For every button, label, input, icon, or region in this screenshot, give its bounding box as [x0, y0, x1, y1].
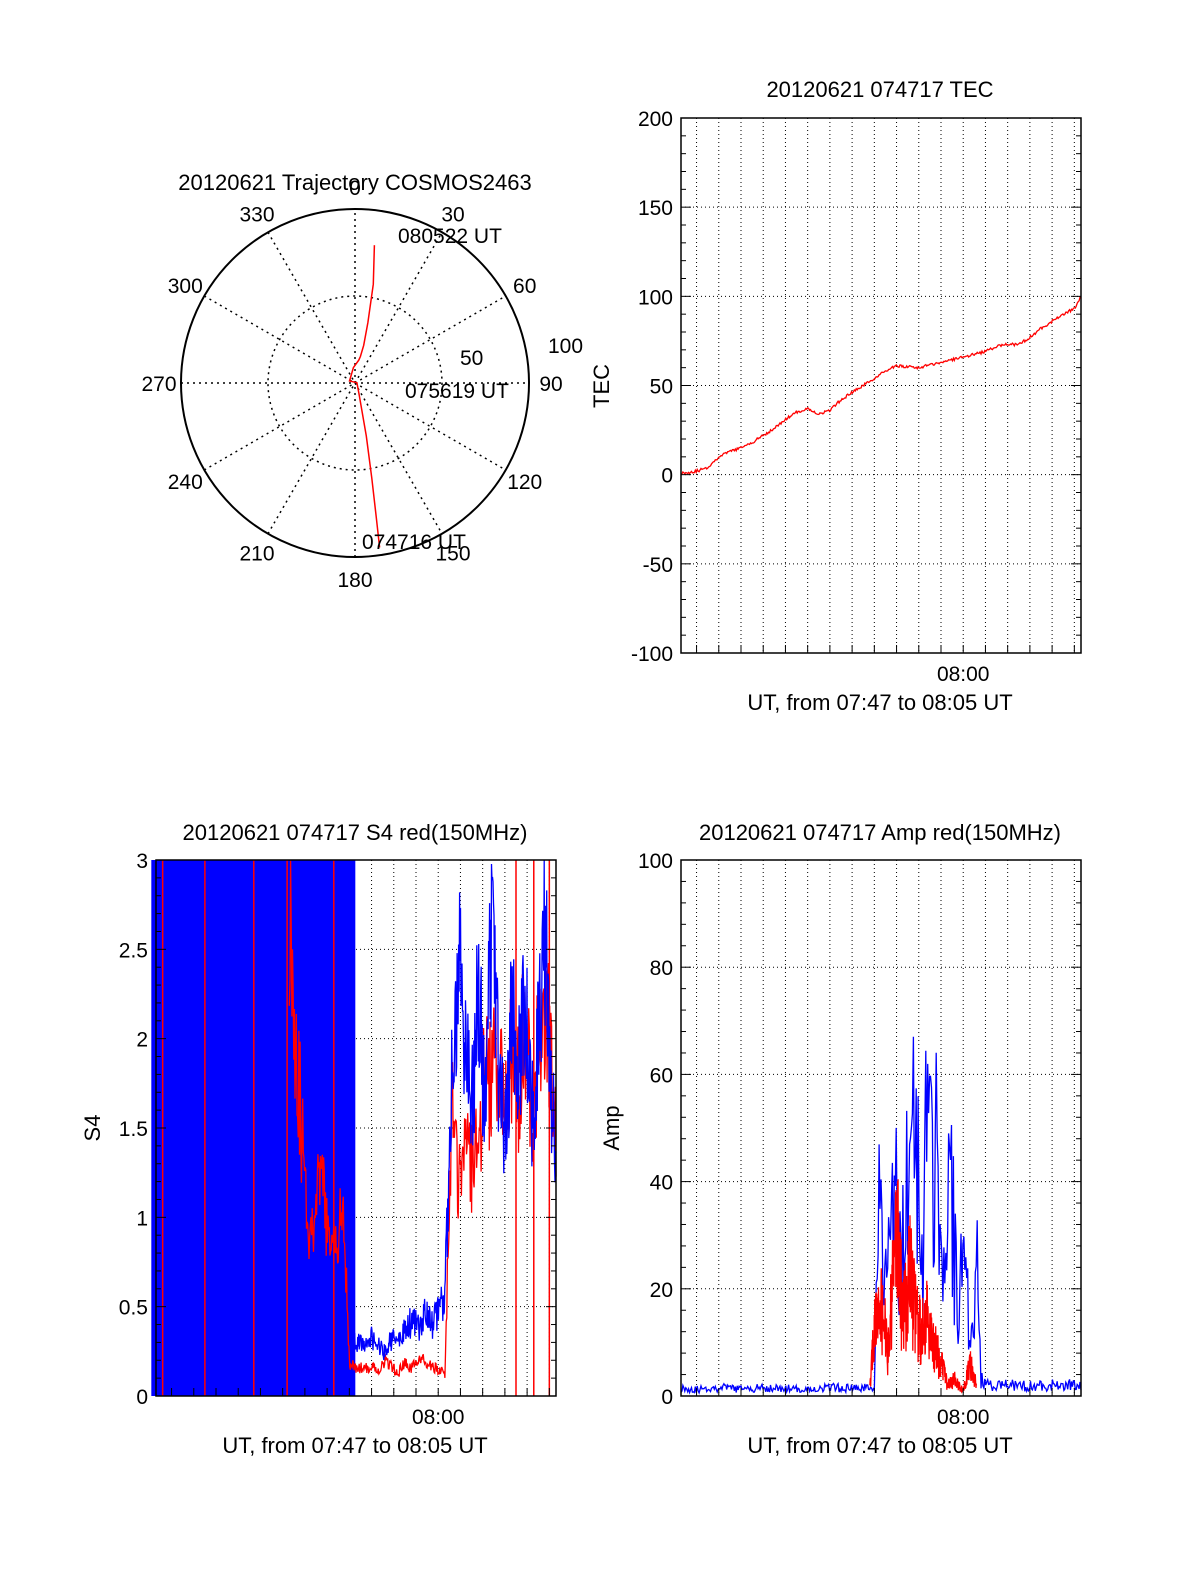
tec-panel: 20120621 074717 TEC -100 -50 0 50 100 150 200 0… — [589, 77, 1082, 715]
tec-ylabel: TEC — [589, 364, 614, 408]
tec-series — [680, 296, 1082, 475]
red-spike — [515, 860, 517, 1396]
y-tick-label: 1 — [136, 1207, 148, 1230]
blue-spike — [343, 860, 356, 1396]
y-tick-label: 200 — [638, 108, 673, 131]
x-tick-label: 08:00 — [937, 1406, 990, 1429]
polar-angle-labels: 0 30 60 90 120 150 180 210 240 270 300 330 — [141, 177, 562, 592]
s4-xlabel: UT, from 07:47 to 08:05 UT — [222, 1433, 487, 1458]
polar-trajectory-panel: 20120621 Trajectory COSMOS2463 0 30 60 90 12… — [141, 170, 583, 592]
polar-radial-label-50: 50 — [460, 347, 483, 370]
blue-spike — [250, 860, 262, 1396]
blue-spike — [270, 860, 277, 1396]
polar-outer-ring — [180, 208, 530, 558]
y-tick-label: 40 — [650, 1172, 673, 1195]
y-tick-label: 20 — [650, 1279, 673, 1302]
polar-angle-label: 60 — [513, 275, 536, 298]
polar-angle-label: 180 — [337, 569, 372, 592]
amp-series — [680, 1036, 1082, 1395]
y-tick-label: 150 — [638, 197, 673, 220]
polar-angle-label: 120 — [507, 471, 542, 494]
blue-series-line — [348, 859, 557, 1361]
y-tick-label: 50 — [650, 376, 673, 399]
red-spike — [286, 860, 288, 1396]
s4-ticks: 0 0.5 1 1.5 2 2.5 3 08:00 — [119, 850, 556, 1429]
tec-xlabel: UT, from 07:47 to 08:05 UT — [747, 690, 1012, 715]
y-tick-label: 1.5 — [119, 1118, 148, 1141]
red-spike — [333, 860, 335, 1396]
y-tick-label: -100 — [631, 643, 673, 666]
y-tick-label: 100 — [638, 286, 673, 309]
red-spike — [253, 860, 255, 1396]
y-tick-label: -50 — [643, 554, 673, 577]
amp-axes-frame — [680, 859, 1082, 1397]
amp-panel: 20120621 074717 Amp red(150MHz) 0 20 40 60 8… — [599, 820, 1082, 1458]
polar-angle-label: 30 — [441, 203, 464, 226]
red-spike — [204, 860, 206, 1396]
y-tick-label: 60 — [650, 1064, 673, 1087]
polar-angle-label: 150 — [435, 543, 470, 566]
polar-angle-label: 270 — [141, 373, 176, 396]
y-tick-label: 0 — [661, 1386, 673, 1409]
polar-grid-ring-50 — [267, 295, 443, 471]
polar-title: 20120621 Trajectory COSMOS2463 — [178, 170, 531, 195]
tec-grid — [681, 118, 1081, 653]
blue-series-line — [680, 1036, 1082, 1395]
polar-angle-label: 90 — [539, 373, 562, 396]
y-tick-label: 3 — [136, 850, 148, 873]
s4-title: 20120621 074717 S4 red(150MHz) — [183, 820, 528, 845]
y-tick-label: 0 — [136, 1386, 148, 1409]
amp-ylabel: Amp — [599, 1105, 624, 1150]
tec-title: 20120621 074717 TEC — [766, 77, 993, 102]
y-tick-label: 2.5 — [119, 939, 148, 962]
polar-radial-label-100: 100 — [548, 335, 583, 358]
x-tick-label: 08:00 — [937, 663, 990, 686]
polar-trajectory-line — [348, 245, 381, 548]
polar-series — [348, 245, 381, 548]
tec-ticks: -100 -50 0 50 100 150 200 08:00 — [631, 108, 1081, 686]
amp-xlabel: UT, from 07:47 to 08:05 UT — [747, 1433, 1012, 1458]
polar-angle-label: 330 — [239, 203, 274, 226]
polar-annotation-start: 074716 UT — [362, 531, 466, 554]
s4-panel: 20120621 074717 S4 red(150MHz) 0 0.5 1 1.5 2… — [80, 820, 557, 1458]
blue-spike — [299, 860, 310, 1396]
y-tick-label: 80 — [650, 957, 673, 980]
s4-series — [151, 859, 557, 1396]
y-tick-label: 2 — [136, 1029, 148, 1052]
red-series-line — [288, 859, 557, 1378]
blue-spike — [307, 860, 316, 1396]
y-tick-label: 0 — [661, 465, 673, 488]
red-series-line — [869, 1179, 977, 1394]
polar-annotation-end: 080522 UT — [398, 225, 502, 248]
amp-title: 20120621 074717 Amp red(150MHz) — [699, 820, 1061, 845]
red-series-line — [680, 296, 1082, 475]
y-tick-label: 0.5 — [119, 1297, 148, 1320]
polar-angle-label: 240 — [168, 471, 203, 494]
blue-spike — [263, 860, 275, 1396]
y-tick-label: 100 — [638, 850, 673, 873]
polar-angle-label: 210 — [239, 543, 274, 566]
polar-angle-label: 0 — [349, 177, 361, 200]
polar-angle-label: 300 — [168, 275, 203, 298]
polar-annotation-mid: 075619 UT — [405, 380, 509, 403]
x-tick-label: 08:00 — [412, 1406, 465, 1429]
s4-ylabel: S4 — [80, 1115, 105, 1142]
blue-spike — [174, 860, 183, 1396]
amp-ticks: 0 20 40 60 80 100 08:00 — [638, 850, 1081, 1429]
